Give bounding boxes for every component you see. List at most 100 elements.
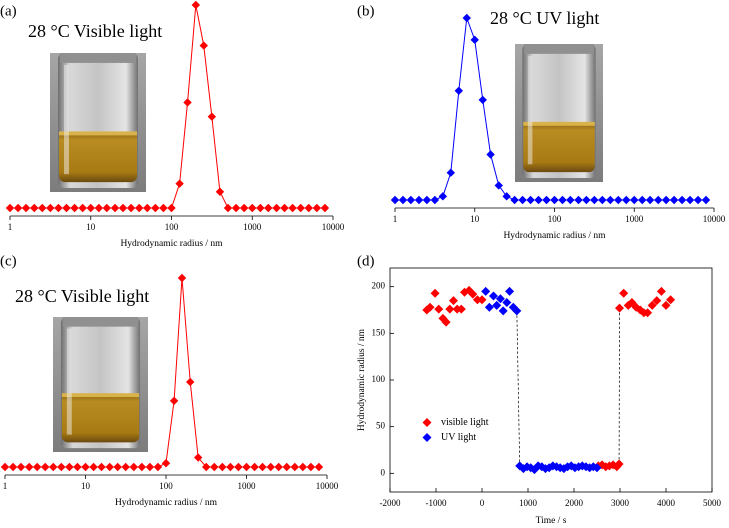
data-point [652, 296, 662, 306]
data-point [454, 86, 464, 95]
x-tick-label: 100 [159, 481, 173, 491]
x-tick-label: 10000 [703, 214, 726, 224]
data-point [134, 203, 144, 213]
plot-frame [389, 267, 713, 493]
data-point [97, 462, 106, 472]
data-point [438, 192, 448, 201]
data-point [390, 195, 400, 205]
y-tick-label: 50 [376, 421, 386, 431]
data-point [510, 195, 519, 205]
data-point [558, 195, 567, 205]
data-point [191, 0, 201, 10]
data-point [693, 195, 703, 205]
x-tick-label: 4000 [657, 498, 676, 508]
data-point [207, 112, 217, 121]
data-point [57, 462, 66, 472]
y-axis-title: Hydrodynamic radius / nm [357, 328, 367, 431]
data-point [126, 203, 136, 213]
panel-label: (b) [357, 3, 375, 19]
data-point [70, 203, 79, 213]
data-point [215, 187, 225, 196]
x-tick-label: 3000 [611, 498, 630, 508]
data-point [0, 462, 10, 472]
data-point [145, 462, 155, 472]
data-point [598, 195, 607, 205]
data-point [495, 294, 505, 304]
data-point [666, 295, 676, 305]
data-point [5, 203, 15, 213]
data-point [280, 203, 289, 213]
data-point [218, 462, 227, 472]
data-point [296, 203, 305, 213]
transition-line [516, 310, 521, 466]
legend-marker [422, 418, 432, 428]
data-point [258, 462, 267, 472]
data-point [398, 195, 408, 205]
data-point [643, 308, 653, 318]
data-point [574, 195, 583, 205]
x-tick-label: -2000 [380, 498, 401, 508]
data-point [647, 300, 657, 310]
data-point [105, 462, 114, 472]
x-tick-label: 1000 [238, 481, 257, 491]
data-point [38, 203, 47, 213]
data-point [701, 195, 711, 205]
data-point [8, 462, 18, 472]
data-point [129, 462, 138, 472]
data-point [65, 462, 74, 472]
data-point [113, 462, 122, 472]
data-point [445, 304, 455, 314]
data-point [484, 302, 494, 312]
x-tick-label: 1000 [625, 214, 644, 224]
x-tick-label: 1000 [243, 222, 262, 232]
data-point [425, 302, 435, 312]
y-tick-label: 150 [372, 327, 386, 337]
data-point [498, 306, 508, 316]
x-tick-label: 5000 [703, 498, 722, 508]
x-axis-title: Hydrodynamic radius / nm [115, 498, 218, 508]
data-point [89, 462, 98, 472]
data-point [169, 396, 179, 406]
data-point [288, 203, 297, 213]
data-point [592, 463, 602, 473]
annotation: 28 °C Visible light [15, 286, 149, 306]
annotation: 28 °C Visible light [28, 21, 162, 41]
data-point [54, 203, 63, 213]
x-tick-label: 2000 [565, 498, 584, 508]
data-point [25, 462, 34, 472]
x-tick-label: 10 [470, 214, 480, 224]
y-tick-label: 0 [381, 467, 386, 477]
data-point [312, 203, 322, 213]
data-point [266, 462, 275, 472]
data-point [492, 300, 502, 310]
y-tick-label: 200 [372, 281, 386, 291]
data-point [121, 462, 130, 472]
data-point [422, 195, 432, 205]
data-point [94, 203, 104, 213]
data-point [414, 195, 424, 205]
data-point [477, 295, 487, 305]
data-point [199, 41, 208, 50]
data-point [256, 203, 265, 213]
data-point [590, 195, 599, 205]
data-point [502, 298, 512, 308]
data-point [118, 203, 128, 213]
x-tick-label: 10 [86, 222, 96, 232]
annotation: 28 °C UV light [490, 8, 599, 28]
data-point [481, 286, 491, 296]
data-point [320, 203, 330, 213]
x-tick-label: 1 [393, 214, 398, 224]
data-point [645, 195, 655, 205]
x-tick-label: 100 [165, 222, 179, 232]
legend-label: visible light [441, 417, 489, 428]
photo-vial [515, 44, 603, 182]
data-point [661, 300, 671, 310]
data-point [306, 462, 316, 472]
data-point [638, 195, 647, 205]
y-tick-label: 100 [372, 374, 386, 384]
data-point [177, 273, 187, 283]
panel-label: (d) [357, 253, 375, 269]
data-point [434, 304, 444, 314]
data-point [250, 462, 259, 472]
x-tick-label: 10 [81, 481, 91, 491]
